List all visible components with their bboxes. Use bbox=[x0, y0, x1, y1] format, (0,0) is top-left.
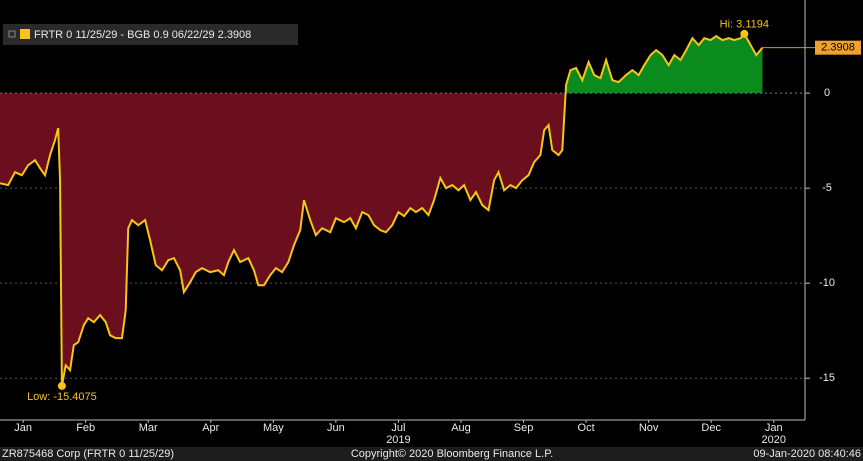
x-tick-label: Jan bbox=[765, 422, 783, 434]
y-tick-label: 0 bbox=[824, 87, 830, 99]
x-tick-label: Mar bbox=[139, 422, 158, 434]
x-tick-label: Dec bbox=[701, 422, 721, 434]
y-tick-label: -10 bbox=[819, 277, 835, 289]
area-above bbox=[565, 33, 763, 94]
low-label: Low: -15.4075 bbox=[27, 391, 97, 403]
footer-right: 09-Jan-2020 08:40:46 bbox=[753, 448, 861, 460]
x-tick-label: May bbox=[263, 422, 284, 434]
x-tick-label: Nov bbox=[639, 422, 659, 434]
legend-box bbox=[3, 24, 298, 45]
x-tick-label: Jun bbox=[327, 422, 345, 434]
low-marker bbox=[57, 381, 66, 390]
x-tick-label: Sep bbox=[514, 422, 534, 434]
year-label: 2019 bbox=[386, 434, 410, 446]
hi-marker bbox=[740, 29, 749, 38]
series-line bbox=[0, 32, 764, 387]
y-tick-label: -15 bbox=[819, 372, 835, 384]
x-tick-label: Jan bbox=[14, 422, 32, 434]
area-below bbox=[0, 93, 763, 386]
last-value-box bbox=[815, 40, 861, 55]
footer-center: Copyright© 2020 Bloomberg Finance L.P. bbox=[351, 448, 553, 460]
x-tick-label: Aug bbox=[451, 422, 471, 434]
x-tick-label: Jul bbox=[391, 422, 405, 434]
x-tick-label: Feb bbox=[76, 422, 95, 434]
x-tick-label: Oct bbox=[578, 422, 595, 434]
legend-label: FRTR 0 11/25/29 - BGB 0.9 06/22/29 2.390… bbox=[34, 29, 251, 41]
legend-swatch bbox=[20, 29, 30, 39]
hi-label: Hi: 3.1194 bbox=[720, 19, 769, 31]
year-label: 2020 bbox=[761, 434, 785, 446]
footer-left: ZR875468 Corp (FRTR 0 11/25/29) bbox=[2, 448, 174, 460]
y-tick-label: -5 bbox=[822, 182, 832, 194]
footer-bar bbox=[0, 447, 863, 461]
last-value-label: 2.3908 bbox=[821, 42, 855, 54]
x-tick-label: Apr bbox=[202, 422, 219, 434]
legend-expander bbox=[8, 30, 16, 38]
